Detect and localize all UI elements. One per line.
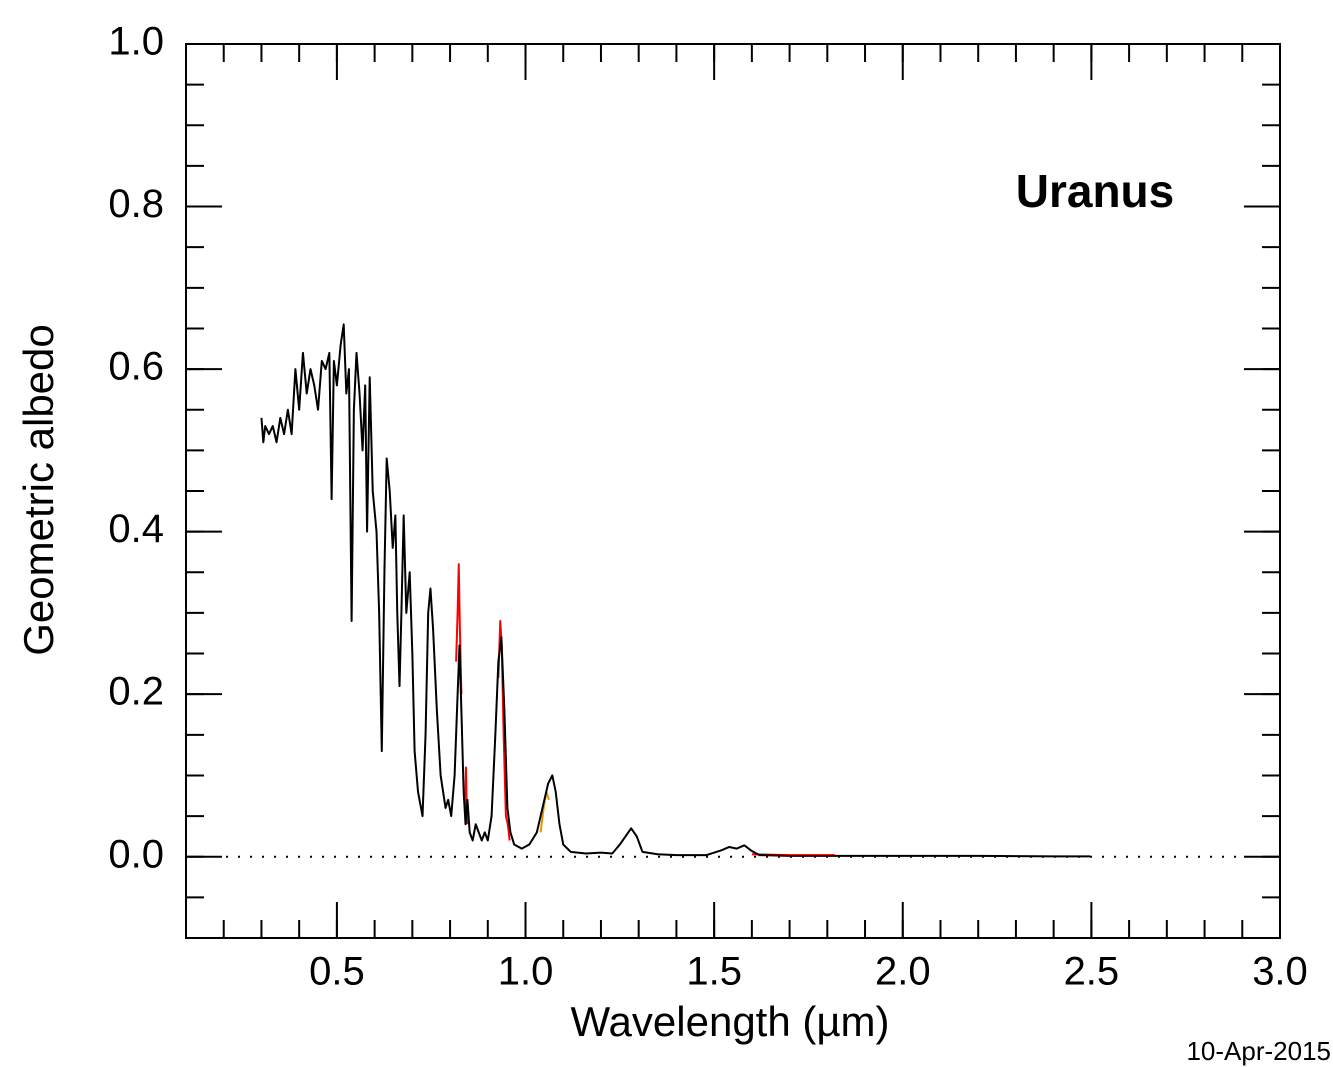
annotation: Uranus bbox=[1016, 165, 1174, 217]
y-tick-label: 0.6 bbox=[108, 345, 164, 389]
y-tick-label: 1.0 bbox=[108, 20, 164, 64]
x-tick-label: 2.5 bbox=[1064, 950, 1120, 994]
x-tick-label: 2.0 bbox=[875, 950, 931, 994]
spectrum-line bbox=[455, 563, 835, 857]
x-tick-label: 1.5 bbox=[686, 950, 742, 994]
date-label: 10-Apr-2015 bbox=[1186, 1036, 1331, 1066]
x-tick-label: 3.0 bbox=[1252, 950, 1308, 994]
x-tick-label: 0.5 bbox=[309, 950, 365, 994]
y-tick-label: 0.0 bbox=[108, 832, 164, 876]
x-axis-label: Wavelength (µm) bbox=[570, 998, 889, 1045]
spectrum-line bbox=[260, 323, 1091, 858]
y-tick-label: 0.2 bbox=[108, 670, 164, 714]
y-tick-label: 0.8 bbox=[108, 182, 164, 226]
y-tick-label: 0.4 bbox=[108, 507, 164, 551]
x-tick-label: 1.0 bbox=[498, 950, 554, 994]
y-axis-label: Geometric albedo bbox=[15, 324, 62, 656]
